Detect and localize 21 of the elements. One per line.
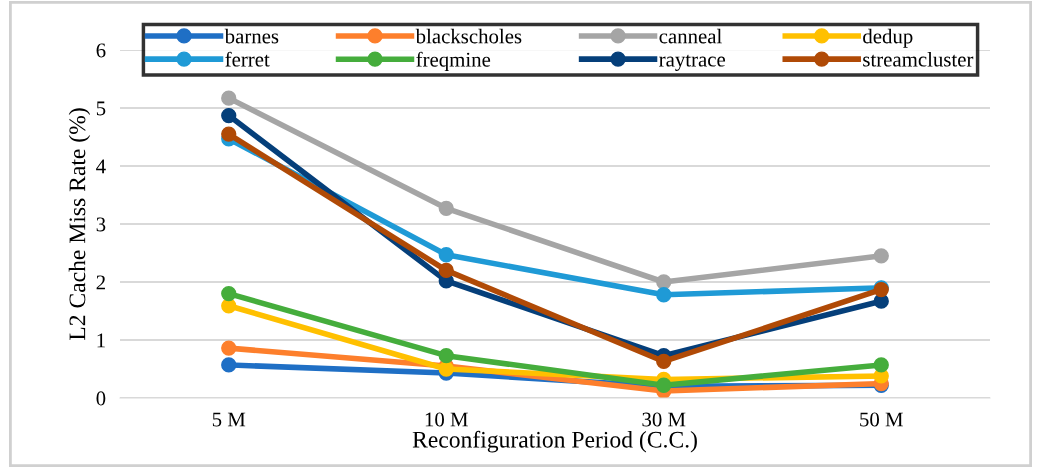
- legend-label: freqmine: [416, 51, 491, 71]
- y-tick-label: 5: [96, 101, 106, 116]
- x-tick-label: 10 M: [425, 412, 468, 427]
- y-tick-label: 0: [96, 391, 106, 406]
- legend-label: blackscholes: [415, 28, 522, 44]
- legend-label: ferret: [225, 51, 270, 67]
- legend-label: dedup: [863, 28, 913, 48]
- x-axis-title: Reconfiguration Period (C.C.): [412, 430, 697, 453]
- x-tick-label: 30 M: [642, 412, 686, 427]
- legend-label: streamcluster: [863, 51, 974, 67]
- y-tick-label: 6: [96, 43, 106, 58]
- x-tick-label: 5 M: [212, 412, 246, 427]
- y-tick-label: 3: [96, 217, 106, 232]
- y-tick-label: 2: [96, 275, 105, 290]
- y-axis-title: L2 Cache Miss Rate (%): [68, 108, 91, 341]
- y-tick-label: 4: [96, 159, 106, 174]
- x-tick-label: 50 M: [860, 412, 903, 427]
- y-tick-label: 1: [97, 333, 105, 348]
- legend-label: barnes: [224, 28, 279, 44]
- legend-label: canneal: [659, 28, 722, 44]
- legend-label: raytrace: [659, 54, 726, 71]
